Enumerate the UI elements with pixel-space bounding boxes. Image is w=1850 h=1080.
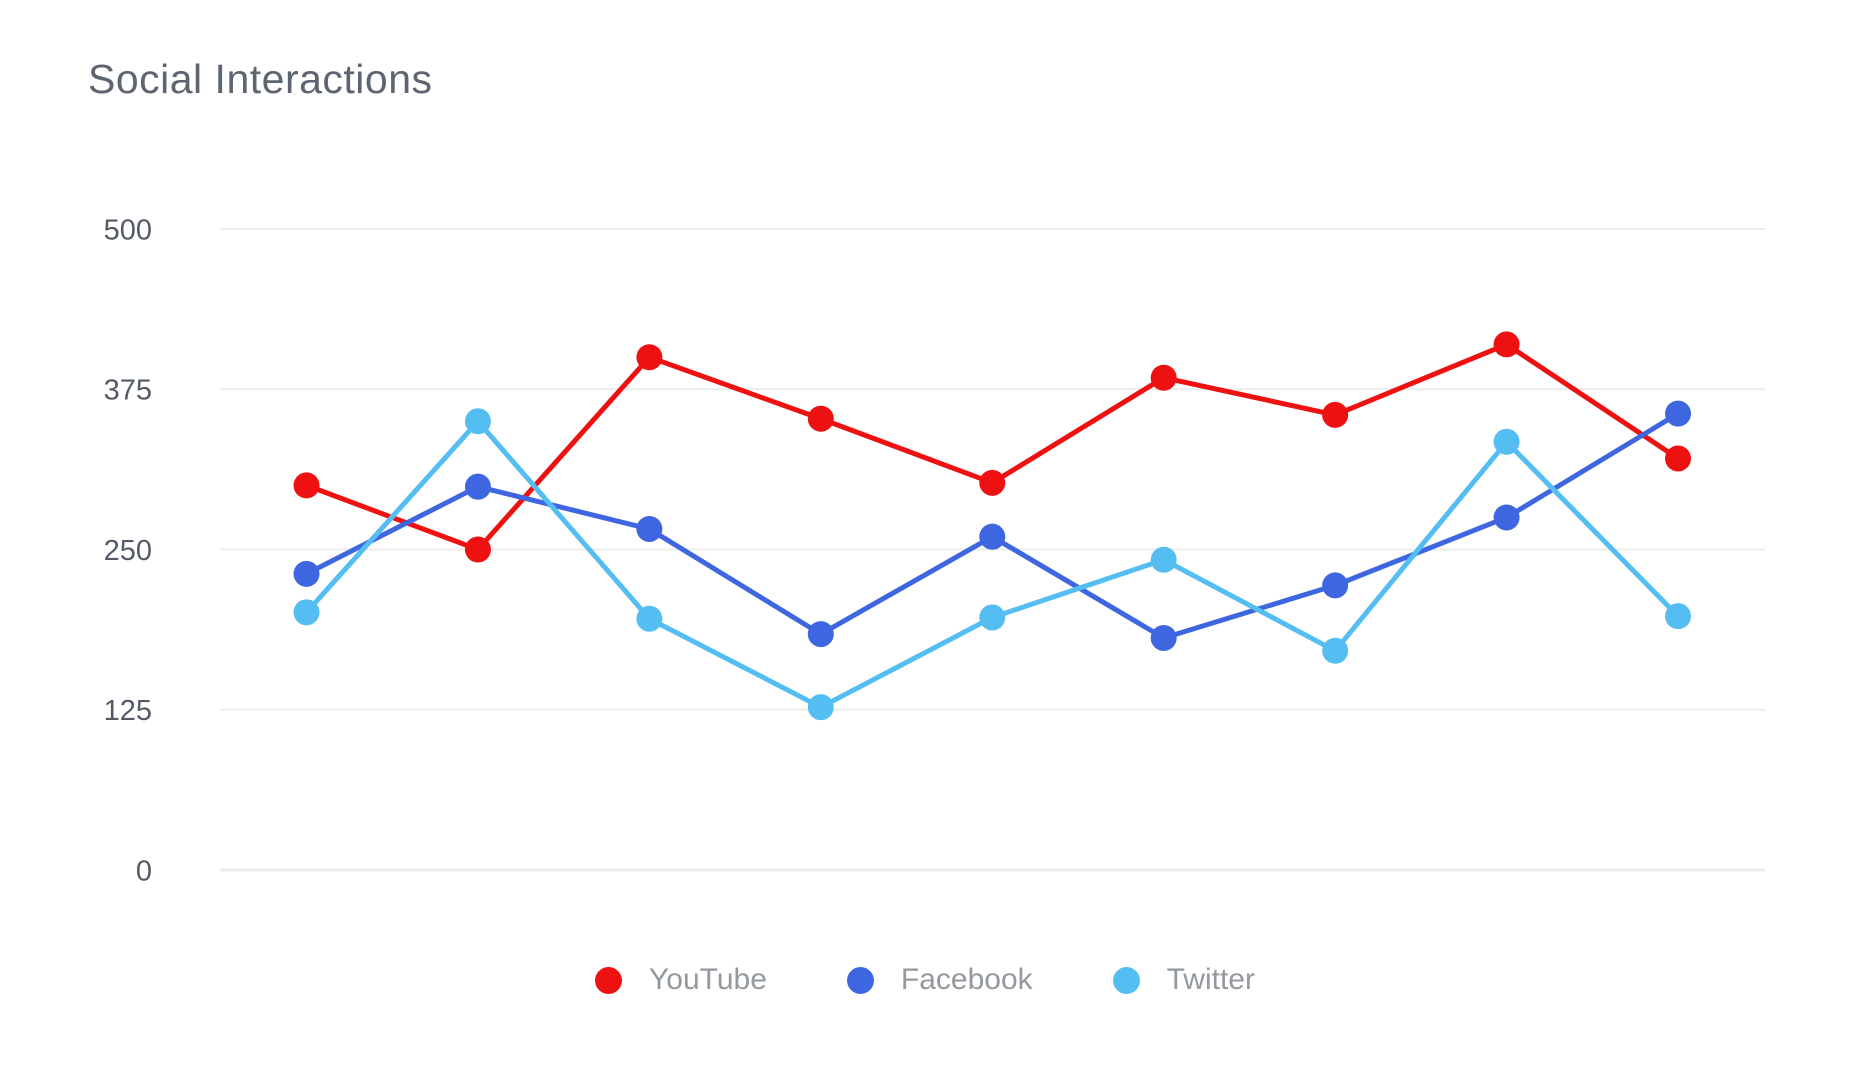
data-point-youtube-8[interactable] <box>1493 331 1520 358</box>
youtube-legend-dot-icon <box>595 966 622 994</box>
legend-label-youtube: YouTube <box>649 963 767 996</box>
data-point-youtube-2[interactable] <box>464 536 491 563</box>
legend-label-facebook: Facebook <box>900 963 1033 996</box>
data-point-twitter-9[interactable] <box>1665 603 1692 630</box>
y-axis-tick-label-0: 0 <box>136 855 152 887</box>
data-point-facebook-2[interactable] <box>464 473 491 500</box>
series-line-twitter <box>304 418 1681 710</box>
data-point-twitter-1[interactable] <box>293 599 320 626</box>
data-point-twitter-6[interactable] <box>1150 546 1177 573</box>
chart-legend: YouTube Facebook Twitter <box>0 963 1850 997</box>
legend-item-facebook[interactable]: Facebook <box>846 963 1033 997</box>
data-point-facebook-5[interactable] <box>979 523 1006 550</box>
data-point-facebook-7[interactable] <box>1322 572 1349 599</box>
data-point-facebook-6[interactable] <box>1150 624 1177 651</box>
data-point-facebook-3[interactable] <box>636 515 663 542</box>
chart-title: Social Interactions <box>88 56 433 102</box>
y-axis-tick-label-250: 250 <box>104 535 152 567</box>
y-axis-tick-label-375: 375 <box>104 375 152 407</box>
data-point-youtube-9[interactable] <box>1665 445 1692 472</box>
data-point-facebook-1[interactable] <box>293 560 320 587</box>
legend-item-youtube[interactable]: YouTube <box>595 963 767 997</box>
data-point-twitter-5[interactable] <box>979 604 1006 631</box>
y-axis-tick-label-500: 500 <box>104 214 152 246</box>
data-point-facebook-4[interactable] <box>807 621 834 648</box>
series-line-youtube <box>304 341 1681 552</box>
facebook-legend-dot-icon <box>846 966 874 994</box>
legend-label-twitter: Twitter <box>1166 963 1255 996</box>
legend-item-twitter[interactable]: Twitter <box>1112 963 1255 997</box>
data-point-facebook-8[interactable] <box>1493 504 1520 531</box>
twitter-legend-dot-icon <box>1112 966 1140 994</box>
data-point-twitter-7[interactable] <box>1322 637 1349 664</box>
data-point-youtube-6[interactable] <box>1150 364 1177 391</box>
data-point-twitter-8[interactable] <box>1493 428 1520 455</box>
data-point-youtube-3[interactable] <box>636 344 663 371</box>
data-point-twitter-4[interactable] <box>807 694 834 721</box>
y-axis-tick-label-125: 125 <box>104 695 152 727</box>
data-point-twitter-3[interactable] <box>636 605 663 632</box>
data-point-twitter-2[interactable] <box>464 408 491 435</box>
data-point-youtube-5[interactable] <box>979 469 1006 496</box>
data-point-facebook-9[interactable] <box>1665 400 1692 427</box>
data-point-youtube-1[interactable] <box>293 472 320 499</box>
data-point-youtube-7[interactable] <box>1322 401 1349 428</box>
data-point-youtube-4[interactable] <box>807 405 834 432</box>
